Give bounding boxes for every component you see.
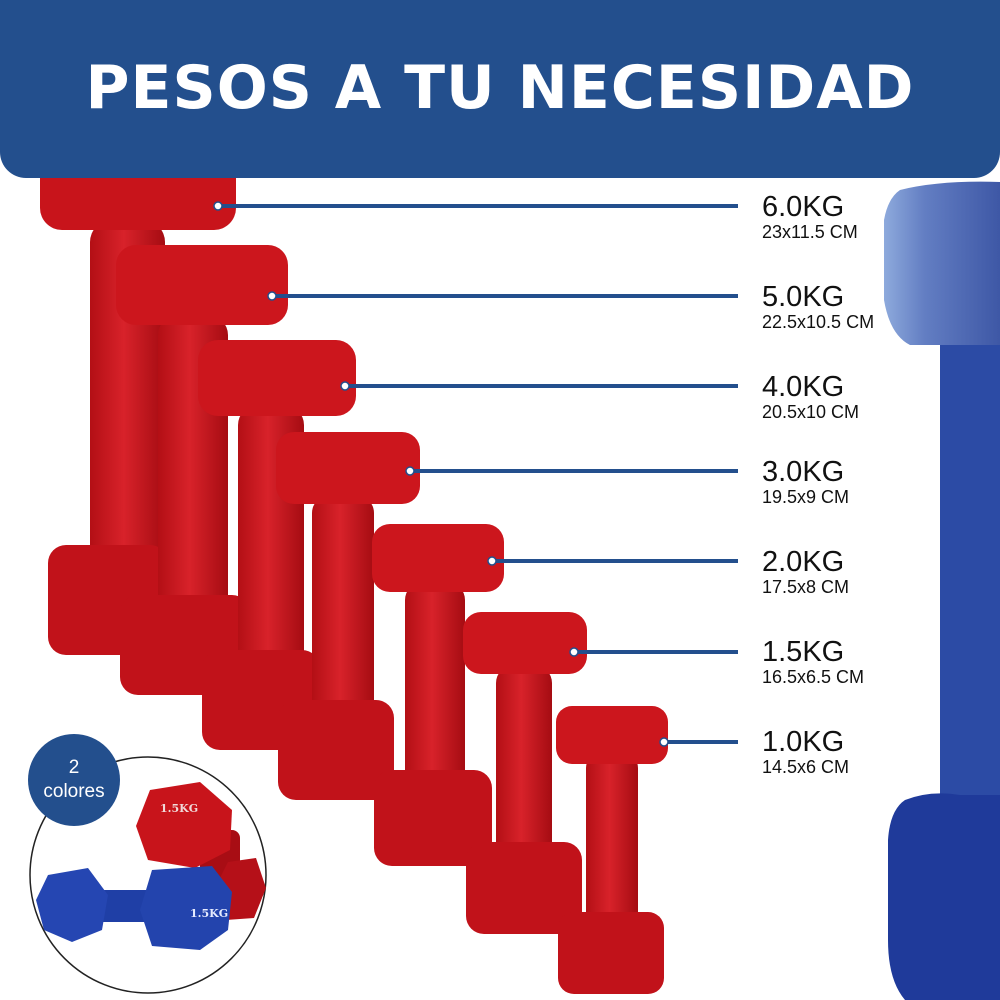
red-dumbbell-2kg [372,524,504,866]
weight-label-1-5kg: 1.5KG 16.5x6.5 CM [762,637,864,687]
weight-value: 3.0KG [762,456,845,488]
weight-value: 5.0KG [762,281,845,313]
blue-weight-label: 1.5KG [190,907,228,920]
colors-badge: 2 colores [28,734,120,826]
weight-label-2kg: 2.0KG 17.5x8 CM [762,547,849,597]
red-dumbbell-3kg [276,432,420,800]
weight-value: 2.0KG [762,546,845,578]
leader-dots [213,201,669,747]
weight-value: 6.0KG [762,191,845,223]
header-banner: PESOS A TU NECESIDAD [0,0,1000,178]
dimensions-value: 17.5x8 CM [762,577,850,597]
badge-count: 2 [68,757,80,778]
dimensions-value: 19.5x9 CM [762,487,850,507]
dimensions-value: 14.5x6 CM [762,757,850,777]
weight-value: 1.0KG [762,726,845,758]
dimensions-value: 20.5x10 CM [762,402,860,422]
red-weight-label: 1.5KG [160,802,198,815]
blue-dumbbell-large [884,181,1000,1000]
dimensions-value: 22.5x10.5 CM [762,312,875,332]
badge-text: colores [43,781,105,802]
red-dumbbell-1kg [556,706,668,994]
weight-label-1kg: 1.0KG 14.5x6 CM [762,727,849,777]
dimensions-value: 23x11.5 CM [762,222,858,242]
red-dumbbell-1-5kg [463,612,587,934]
dimensions-value: 16.5x6.5 CM [762,667,865,687]
weight-label-5kg: 5.0KG 22.5x10.5 CM [762,282,874,332]
leader-lines [218,204,738,744]
weight-label-3kg: 3.0KG 19.5x9 CM [762,457,849,507]
weight-label-6kg: 6.0KG 23x11.5 CM [762,192,858,242]
weight-value: 1.5KG [762,636,845,668]
page-title: PESOS A TU NECESIDAD [85,53,915,123]
weight-label-4kg: 4.0KG 20.5x10 CM [762,372,859,422]
blue-dumbbell-inset: 1.5KG [36,866,232,950]
weight-value: 4.0KG [762,371,845,403]
